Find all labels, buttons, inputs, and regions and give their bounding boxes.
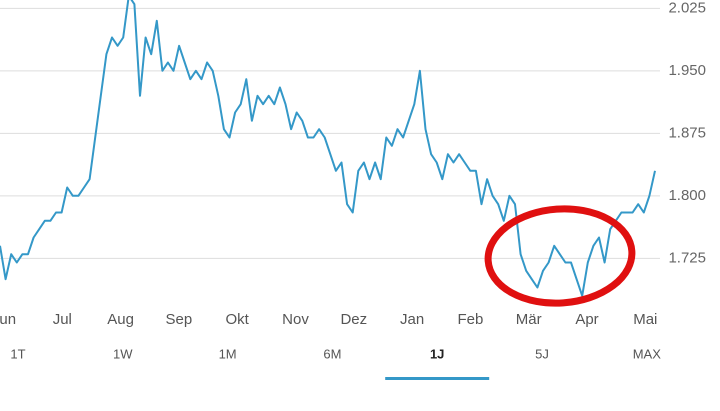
y-tick-label: 1.800 (668, 187, 706, 204)
x-tick-label: Nov (282, 311, 309, 328)
price-line (0, 0, 656, 297)
selected-tab-underline (385, 377, 490, 380)
y-tick-label: 1.725 (668, 249, 706, 266)
range-tab[interactable]: 6M (323, 346, 341, 361)
x-tick-label: Jul (53, 311, 72, 328)
x-tick-label: Mär (516, 311, 542, 328)
x-tick-label: Jan (400, 311, 424, 328)
x-tick-label: Apr (575, 311, 598, 328)
x-tick-label: Jun (0, 311, 16, 328)
range-tab[interactable]: MAX (633, 346, 662, 361)
x-tick-label: Mai (633, 311, 657, 328)
range-tab[interactable]: 1J (430, 346, 444, 361)
x-tick-label: Feb (457, 311, 483, 328)
range-tab[interactable]: 1W (113, 346, 133, 361)
y-tick-label: 1.950 (668, 62, 706, 79)
x-tick-label: Aug (107, 311, 134, 328)
y-tick-label: 1.875 (668, 124, 706, 141)
red-circle-annotation (484, 205, 636, 307)
x-tick-label: Sep (166, 311, 193, 328)
x-tick-label: Okt (226, 311, 250, 328)
range-tab[interactable]: 1T (10, 346, 25, 361)
range-tab[interactable]: 1M (219, 346, 237, 361)
y-tick-label: 2.025 (668, 0, 706, 16)
x-tick-label: Dez (340, 311, 367, 328)
chart: 2.025 1.950 1.875 1.800 1.725 Jun Jul Aug Sep Okt… (0, 0, 706, 328)
range-tab[interactable]: 5J (535, 346, 549, 361)
